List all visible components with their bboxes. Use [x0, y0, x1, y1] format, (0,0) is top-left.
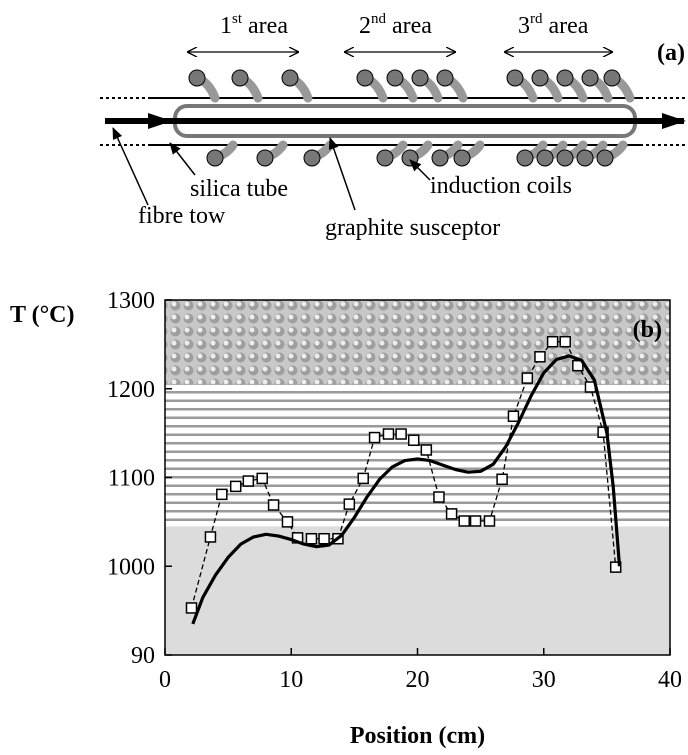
coil-ball — [303, 149, 321, 167]
marker — [534, 351, 546, 363]
coil-ball — [231, 69, 249, 87]
background-band — [165, 526, 670, 655]
marker — [546, 335, 559, 348]
y-axis-label: T (°C) — [10, 302, 75, 328]
coil-ball — [431, 149, 449, 167]
marker — [305, 532, 318, 545]
area-text: area — [392, 13, 432, 39]
coil-ball — [506, 69, 524, 87]
marker — [229, 480, 242, 493]
marker — [216, 488, 228, 501]
area-sup: nd — [371, 11, 387, 27]
marker — [521, 372, 534, 384]
area-number: 3 — [518, 13, 530, 39]
area-text: area — [549, 13, 589, 39]
area-sup: st — [232, 11, 243, 27]
marker — [318, 532, 330, 545]
coil-ball — [256, 149, 274, 167]
background-band — [165, 300, 670, 385]
coil-ball — [453, 149, 471, 167]
label: graphite susceptor — [325, 215, 500, 241]
coil-ball — [581, 69, 599, 87]
coil-ball — [401, 149, 419, 167]
marker — [483, 515, 496, 527]
coil-ball — [556, 149, 574, 167]
chart: 90 1000 1100 1200 1300 0 10 20 30 40 (b) T (°C) Posi… — [10, 288, 682, 749]
y-tick-label: 1000 — [107, 554, 155, 580]
pointer — [112, 127, 149, 206]
coil-ball — [281, 69, 299, 87]
marker — [496, 473, 508, 486]
area-number: 2 — [359, 13, 371, 39]
label: silica tube — [190, 176, 288, 202]
x-axis-label: Position (cm) — [350, 723, 485, 749]
marker — [357, 472, 369, 485]
marker — [256, 472, 268, 485]
y-tick-label: 1200 — [107, 377, 155, 403]
coil-ball — [516, 149, 534, 167]
y-tick-label: 1100 — [108, 466, 155, 492]
fit-line — [191, 354, 622, 625]
area-number: 1 — [220, 13, 232, 39]
coil-ball — [556, 69, 574, 87]
coil-ball — [206, 149, 224, 167]
marker — [267, 499, 280, 511]
area-label: 1st area — [220, 11, 288, 39]
marker — [420, 444, 433, 456]
panel-label: (a) — [657, 40, 685, 66]
marker — [185, 602, 198, 614]
area-label: 3rd area — [518, 11, 589, 39]
x-tick-label: 0 — [159, 667, 171, 693]
x-tick-label: 10 — [279, 667, 303, 693]
pointer — [409, 159, 431, 181]
coil-ball — [188, 69, 206, 87]
marker — [458, 515, 470, 527]
marker — [382, 428, 395, 440]
x-tick-label: 30 — [532, 667, 556, 693]
label: fibre tow — [138, 203, 226, 229]
diagram: 1st area 2nd area 3rd area (a) silica tube … — [100, 11, 688, 241]
coil-ball — [576, 149, 594, 167]
area-sup: rd — [530, 11, 543, 27]
marker — [368, 431, 381, 444]
y-tick-label: 90 — [131, 643, 155, 669]
marker — [469, 515, 482, 527]
marker — [281, 516, 294, 528]
marker — [609, 561, 622, 573]
marker — [242, 475, 255, 487]
coil-ball — [603, 69, 621, 87]
panel-label: (b) — [633, 317, 662, 343]
coil-ball — [411, 69, 429, 87]
marker — [445, 508, 458, 520]
x-tick-label: 40 — [658, 667, 682, 693]
coil-ball — [386, 69, 404, 87]
label: induction coils — [430, 173, 572, 199]
coil-ball — [356, 69, 374, 87]
marker — [204, 531, 217, 543]
marker — [559, 335, 571, 348]
marker — [507, 410, 520, 423]
marker — [395, 428, 407, 440]
area-text: area — [248, 13, 288, 39]
marker — [407, 434, 420, 446]
marker — [433, 491, 445, 503]
coil-ball — [436, 69, 454, 87]
y-tick-label: 1300 — [107, 288, 155, 314]
x-tick-label: 20 — [406, 667, 430, 693]
coil-ball — [376, 149, 394, 167]
coil-ball — [536, 149, 554, 167]
pointer — [169, 142, 196, 176]
marker — [343, 498, 356, 510]
pointer — [328, 137, 356, 211]
area-label: 2nd area — [359, 11, 432, 39]
dashed-line — [190, 341, 617, 609]
coil-ball — [596, 149, 614, 167]
coil-ball — [531, 69, 549, 87]
background-band — [165, 384, 670, 527]
